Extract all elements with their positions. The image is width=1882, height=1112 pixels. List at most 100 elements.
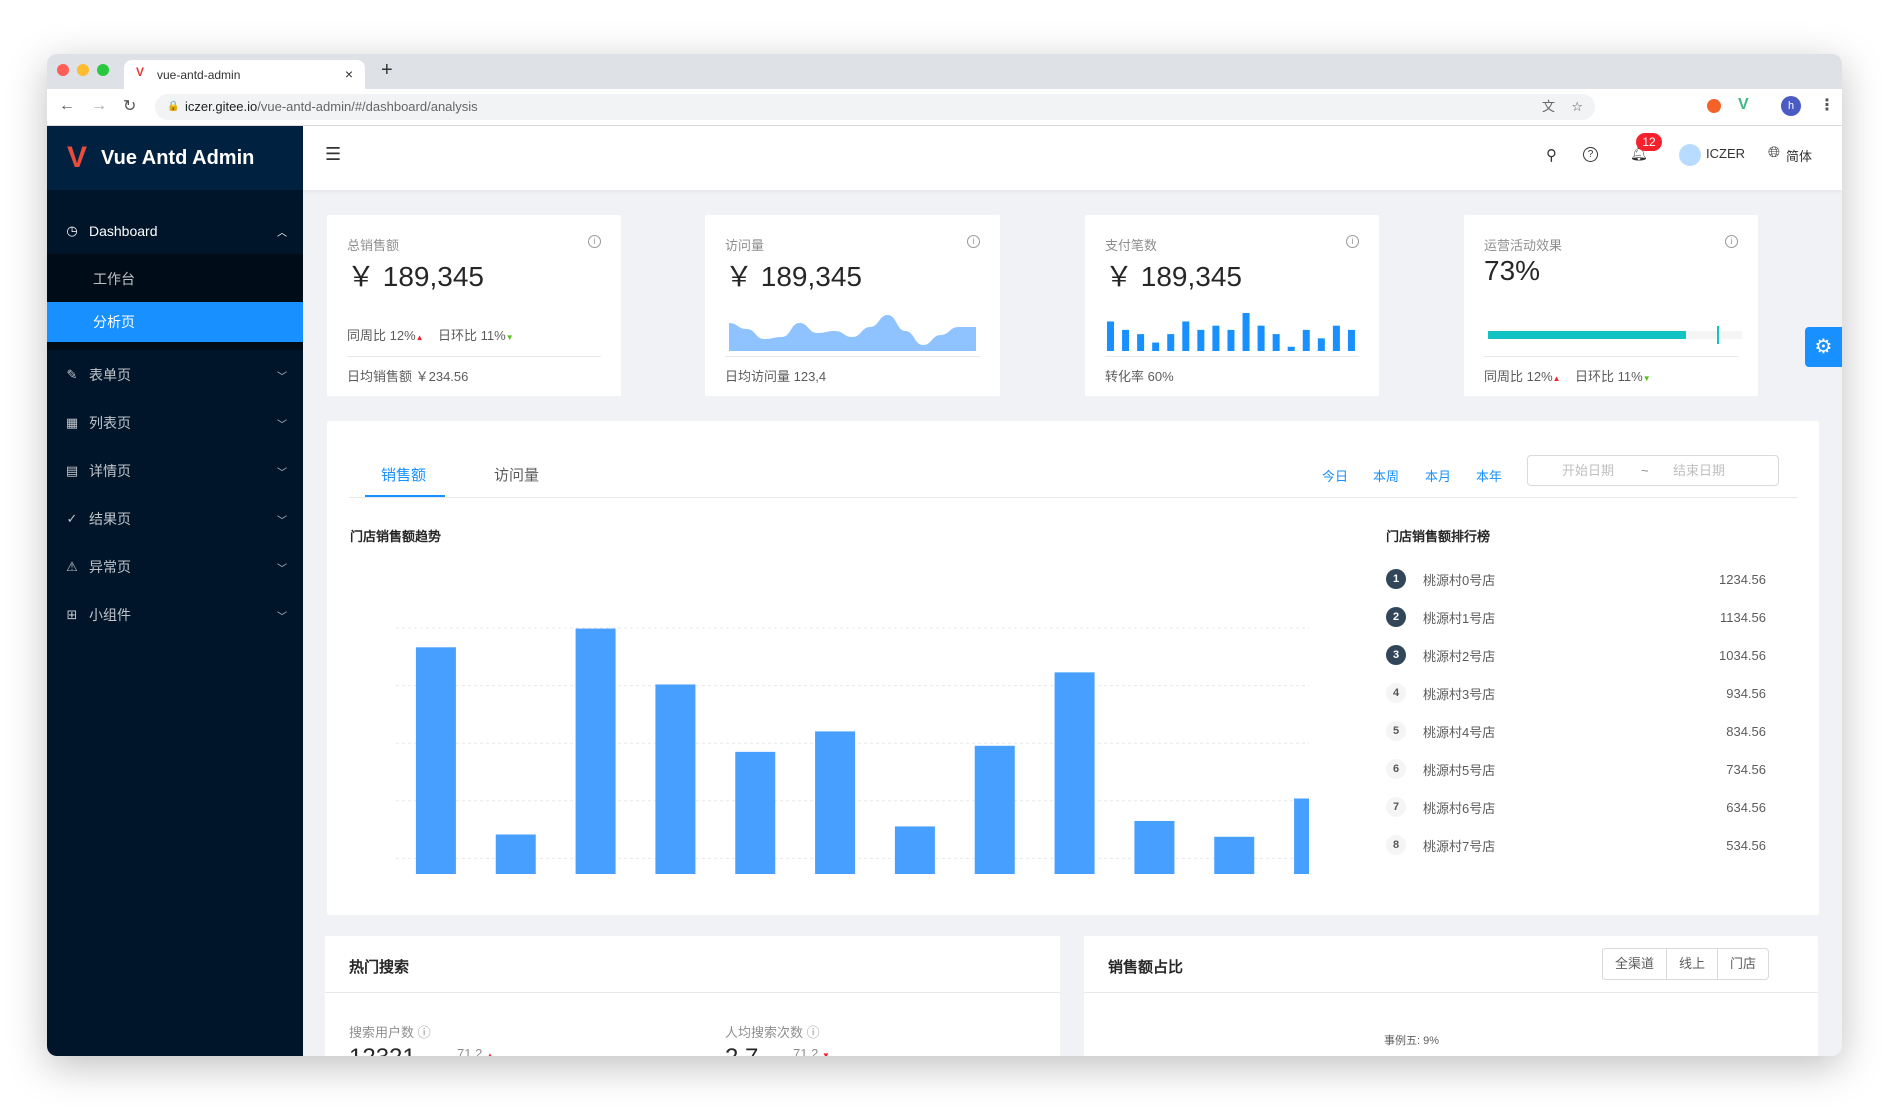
top-header: ☰ ⚲ ? 🔔︎ 12 ICZER 🌐︎ 简体 xyxy=(303,126,1842,190)
pie-label: 事例五: 9% xyxy=(1384,1035,1440,1047)
address-bar[interactable]: 🔒 iczer.gitee.io/vue-antd-admin/#/dashbo… xyxy=(155,94,1595,120)
sidebar-item-dashboard[interactable]: ◷ Dashboard ︿ xyxy=(47,211,303,251)
profile-icon: ▤ xyxy=(65,463,79,478)
range-year[interactable]: 本年 xyxy=(1476,469,1503,484)
store-name: 桃源村0号店 xyxy=(1423,572,1496,588)
dashboard-icon: ◷ xyxy=(66,223,78,238)
option-all-channels[interactable]: 全渠道 xyxy=(1602,949,1666,979)
bar[interactable] xyxy=(655,684,696,874)
reload-icon[interactable]: ↻ xyxy=(123,98,137,115)
forward-icon[interactable]: → xyxy=(91,97,107,114)
star-icon[interactable]: ☆ xyxy=(1571,99,1583,114)
card-value: ￥ 189,345 xyxy=(347,261,484,292)
settings-drawer-button[interactable]: ⚙ xyxy=(1805,327,1842,367)
bar[interactable] xyxy=(575,628,616,874)
sidebar-item-exception[interactable]: ⚠ 异常页 ﹀ xyxy=(47,547,303,587)
dod-trend: 日环比 11% xyxy=(438,328,506,343)
mini-bar xyxy=(1122,329,1130,351)
minimize-window-button[interactable] xyxy=(77,64,89,76)
bar[interactable] xyxy=(894,826,935,874)
start-date-input[interactable]: 开始日期 xyxy=(1562,463,1615,478)
range-today[interactable]: 今日 xyxy=(1322,469,1349,484)
bar[interactable] xyxy=(1294,798,1309,874)
sidebar-item-components[interactable]: ⊞ 小组件 ﹀ xyxy=(47,595,303,635)
caret-up-icon: ▲ xyxy=(1552,374,1561,383)
range-month[interactable]: 本月 xyxy=(1425,469,1452,484)
sidebar-item-form[interactable]: ✎ 表单页 ﹀ xyxy=(47,355,303,395)
app-logo[interactable]: V Vue Antd Admin xyxy=(47,126,303,190)
end-date-input[interactable]: 结束日期 xyxy=(1673,463,1726,478)
info-icon[interactable]: i xyxy=(967,235,980,248)
sidebar-item-profile[interactable]: ▤ 详情页 ﹀ xyxy=(47,451,303,491)
back-icon[interactable]: ← xyxy=(59,97,75,114)
ranking-item: 7 桃源村6号店 634.56 xyxy=(1386,797,1766,817)
mini-bar xyxy=(1272,334,1280,351)
close-window-button[interactable] xyxy=(57,64,69,76)
card-footer: 日均销售额 ￥234.56 xyxy=(347,356,601,396)
info-icon[interactable]: i xyxy=(588,235,601,248)
translate-icon[interactable]: 文 xyxy=(1541,99,1555,114)
bar[interactable] xyxy=(1214,836,1255,874)
notification-badge: 12 xyxy=(1636,133,1662,151)
info-icon[interactable]: i xyxy=(1346,235,1359,248)
store-value: 1034.56 xyxy=(1719,647,1766,663)
sidebar-item-list[interactable]: ▦ 列表页 ﹀ xyxy=(47,403,303,443)
bar[interactable] xyxy=(415,647,456,874)
vue-logo-icon: V xyxy=(136,65,145,79)
sidebar-item-analysis[interactable]: 分析页 xyxy=(47,302,303,342)
tab-sales[interactable]: 销售额 xyxy=(381,467,427,484)
logo-icon: V xyxy=(67,141,88,174)
mini-bar xyxy=(1302,329,1310,351)
metric-delta: 71.2 ▼ xyxy=(793,1046,830,1056)
help-icon[interactable]: ? xyxy=(1583,147,1598,162)
close-tab-icon[interactable]: × xyxy=(344,66,353,82)
user-avatar[interactable] xyxy=(1679,144,1701,166)
globe-icon[interactable]: 🌐︎ xyxy=(1768,144,1781,161)
ranking-item: 3 桃源村2号店 1034.56 xyxy=(1386,645,1766,665)
chevron-down-icon: ﹀ xyxy=(277,515,287,527)
profile-avatar[interactable]: h xyxy=(1781,96,1801,116)
active-tab-indicator xyxy=(365,495,445,497)
form-icon: ✎ xyxy=(66,367,78,382)
menu-label: 列表页 xyxy=(89,415,131,431)
bar[interactable] xyxy=(1134,820,1175,874)
search-icon[interactable]: ⚲ xyxy=(1546,147,1557,164)
user-name[interactable]: ICZER xyxy=(1706,146,1745,161)
bar[interactable] xyxy=(495,834,536,874)
rank-number: 1 xyxy=(1386,569,1406,589)
bar[interactable] xyxy=(815,731,856,874)
browser-menu-icon[interactable]: ⋮ xyxy=(1819,97,1835,114)
option-online[interactable]: 线上 xyxy=(1666,949,1717,979)
menu-label: 工作台 xyxy=(93,271,135,287)
menu-fold-icon[interactable]: ☰ xyxy=(325,144,342,164)
store-value: 1234.56 xyxy=(1719,571,1766,587)
check-circle-icon: ✓ xyxy=(66,511,78,526)
sidebar-item-result[interactable]: ✓ 结果页 ﹀ xyxy=(47,499,303,539)
bar[interactable] xyxy=(1054,672,1095,874)
mini-bar xyxy=(1107,321,1114,351)
rank-number: 4 xyxy=(1386,683,1406,703)
option-store[interactable]: 门店 xyxy=(1717,949,1768,979)
range-week[interactable]: 本周 xyxy=(1373,469,1400,484)
stat-card-total-sales: 总销售额 i ￥ 189,345 同周比 12%▲ 日环比 11%▼ 日均销售额 … xyxy=(327,215,621,396)
new-tab-button[interactable]: + xyxy=(381,59,393,81)
bar[interactable] xyxy=(735,751,776,874)
extension-icon[interactable] xyxy=(1707,99,1721,113)
bar[interactable] xyxy=(974,745,1015,874)
url-host: iczer.gitee.io xyxy=(185,99,258,114)
dod-trend: 日环比 11% xyxy=(1575,369,1643,384)
date-range-picker[interactable]: 开始日期 ~ 结束日期 xyxy=(1527,455,1779,486)
hot-search-card: 热门搜索 搜索用户数 ⓘ 12321 71.2 ▲ 人均搜索次数 ⓘ 2.7 7… xyxy=(325,936,1060,1056)
visits-mini-area-chart xyxy=(729,315,976,351)
sidebar-item-workplace[interactable]: 工作台 xyxy=(47,259,303,299)
info-icon[interactable]: i xyxy=(1725,235,1738,248)
language-switch[interactable]: 简体 xyxy=(1786,149,1813,164)
tab-visits[interactable]: 访问量 xyxy=(494,467,540,484)
app-title: Vue Antd Admin xyxy=(101,146,255,169)
caret-down-icon: ▼ xyxy=(505,333,514,342)
maximize-window-button[interactable] xyxy=(97,64,109,76)
vue-devtools-icon[interactable]: V xyxy=(1738,96,1749,113)
browser-tab[interactable]: V vue-antd-admin × xyxy=(124,60,365,89)
chevron-down-icon: ﹀ xyxy=(277,467,287,479)
chevron-down-icon: ﹀ xyxy=(277,419,287,431)
